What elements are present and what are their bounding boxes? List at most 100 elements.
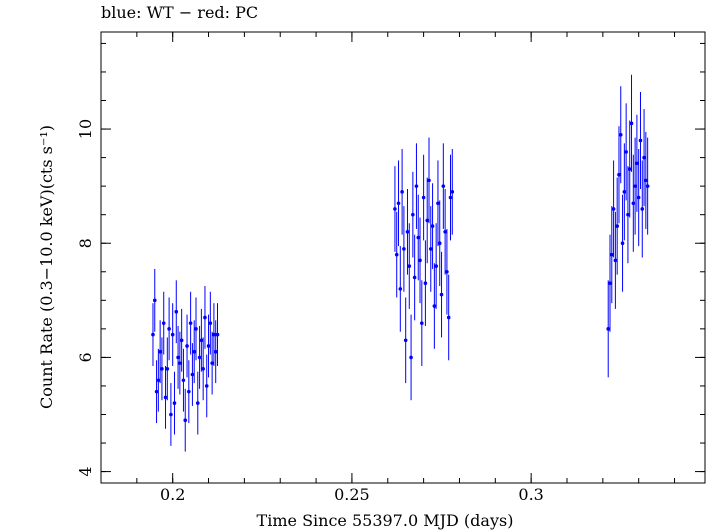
data-point <box>204 384 209 388</box>
y-tick-label: 8 <box>76 238 95 248</box>
data-point <box>428 247 433 251</box>
x-axis-label: Time Since 55397.0 MJD (days) <box>257 511 514 530</box>
data-point <box>606 327 611 331</box>
data-point <box>394 252 399 257</box>
data-point <box>414 184 419 188</box>
data-point <box>172 401 177 405</box>
data-point <box>154 389 159 394</box>
data-point <box>151 332 155 337</box>
data-point <box>176 355 180 360</box>
data-point <box>645 184 650 188</box>
data-point <box>439 292 444 297</box>
data-point <box>181 378 186 383</box>
data-point <box>644 178 648 183</box>
data-point <box>163 395 168 400</box>
data-point <box>445 269 449 274</box>
data-point <box>418 258 422 263</box>
data-point <box>437 241 442 246</box>
data-point <box>430 224 435 228</box>
data-point <box>620 241 625 246</box>
data-point <box>618 132 623 137</box>
data-point <box>450 190 455 194</box>
data-point <box>185 344 189 348</box>
data-point <box>160 367 164 371</box>
x-tick-label: 0.3 <box>518 485 543 504</box>
data-point <box>169 412 173 417</box>
data-point <box>610 252 614 257</box>
data-point <box>190 372 195 377</box>
data-point <box>158 349 162 354</box>
data-point <box>199 338 204 343</box>
data-point <box>197 355 202 360</box>
plot-frame <box>100 31 706 484</box>
data-point <box>635 161 639 166</box>
data-point <box>425 218 429 223</box>
data-point <box>195 401 200 405</box>
data-point <box>622 190 627 194</box>
data-point <box>434 264 438 268</box>
data-point <box>611 207 616 211</box>
x-tick-label: 0.2 <box>160 485 185 504</box>
data-point <box>421 195 426 200</box>
data-point <box>432 304 437 308</box>
data-point <box>633 184 637 188</box>
data-point <box>427 178 431 183</box>
data-point <box>212 332 216 337</box>
data-point <box>407 264 412 268</box>
data-point <box>636 195 641 200</box>
data-point <box>179 338 184 343</box>
data-point <box>165 367 170 371</box>
data-point <box>615 224 619 228</box>
data-point <box>178 361 182 365</box>
data-point <box>210 361 214 365</box>
data-point <box>626 212 630 217</box>
data-point <box>192 349 196 354</box>
data-point <box>436 201 440 206</box>
data-point <box>409 355 413 360</box>
data-point <box>183 418 188 423</box>
data-point <box>156 378 161 383</box>
data-point <box>629 121 634 126</box>
y-tick-label: 10 <box>76 119 95 139</box>
data-point <box>213 349 218 354</box>
data-point <box>423 281 428 285</box>
data-point <box>201 367 205 371</box>
data-point <box>446 315 451 320</box>
data-point <box>411 212 415 217</box>
data-point <box>617 172 621 177</box>
data-point <box>403 338 408 343</box>
data-point <box>167 327 171 331</box>
data-point <box>420 321 424 325</box>
data-point <box>638 138 643 143</box>
data-point <box>441 184 446 188</box>
data-point <box>194 327 198 331</box>
x-tick-label: 0.25 <box>334 485 370 504</box>
data-point <box>206 344 211 348</box>
data-points <box>151 74 650 452</box>
y-tick-label: 4 <box>76 466 95 476</box>
data-point <box>188 321 193 325</box>
data-point <box>448 195 453 200</box>
data-point <box>405 230 410 234</box>
data-point <box>627 167 632 171</box>
data-point <box>396 201 401 206</box>
y-axis-label: Count Rate (0.3−10.0 keV)(cts s⁻¹) <box>37 125 56 409</box>
y-tick-label: 6 <box>76 352 95 362</box>
data-point <box>208 321 213 325</box>
data-point <box>640 207 645 211</box>
data-point <box>631 201 636 206</box>
data-point <box>613 258 618 263</box>
data-point <box>161 321 166 325</box>
data-point <box>443 230 447 234</box>
data-point <box>400 190 404 194</box>
chart-title: blue: WT − red: PC <box>101 3 259 22</box>
data-point <box>393 207 397 211</box>
data-point <box>203 315 207 320</box>
data-point <box>187 389 191 394</box>
data-point <box>608 281 612 285</box>
axes: 0.2 0.25 0.3 4 6 8 10 <box>76 31 706 504</box>
data-point <box>642 155 646 160</box>
data-point <box>416 235 421 240</box>
data-point <box>170 332 175 337</box>
